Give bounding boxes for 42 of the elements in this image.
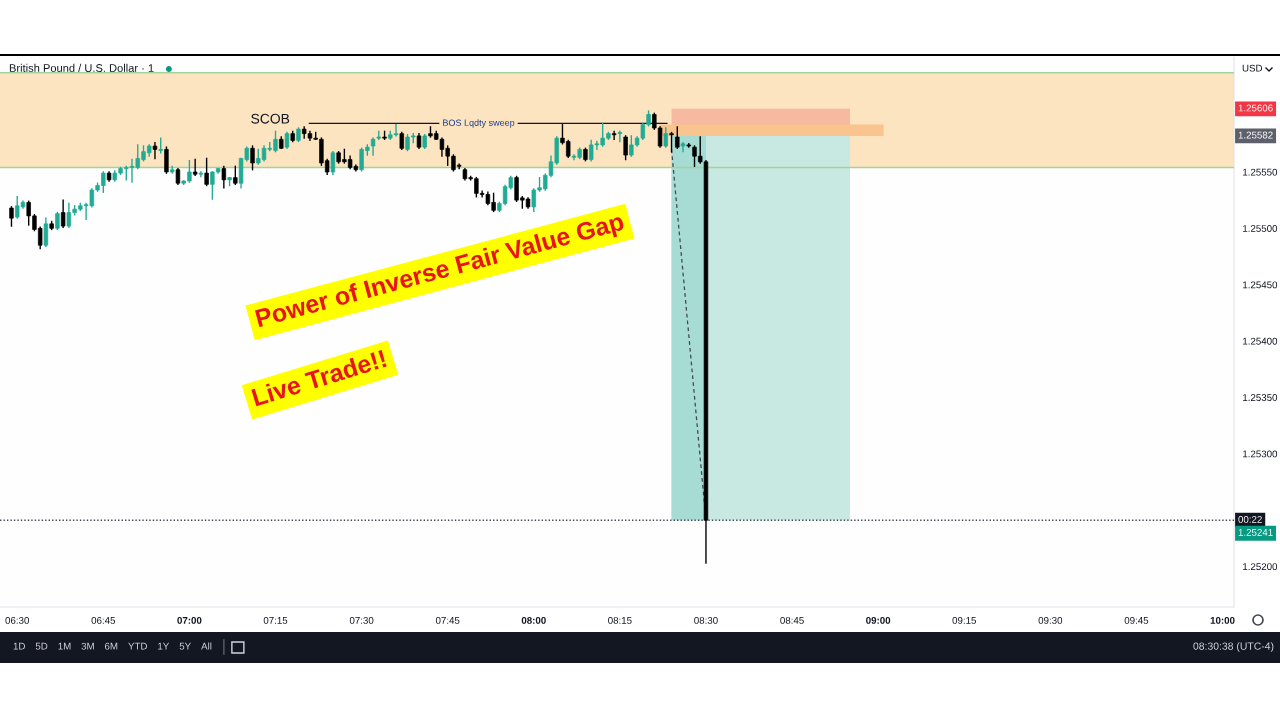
annotation: BOS Lqdty sweep [443,119,515,128]
x-tick-label: 07:00 [177,616,202,624]
annotation: Live Trade!! [251,349,387,407]
annotation: Power of Inverse Fair Value Gap [254,211,626,333]
x-tick-label: 08:15 [608,616,632,624]
text: 5Y [179,642,191,650]
x-tick-label: 09:45 [1124,616,1149,624]
y-tick-label: 1.25550 [1243,168,1278,176]
annotation: 1.25582 [1238,131,1273,139]
y-tick-label: 1.25200 [1243,563,1278,571]
y-tick-label: 1.25450 [1243,281,1278,289]
text: All [201,642,212,650]
text: 1D [13,642,25,650]
text: USD [1242,64,1263,72]
x-tick-label: 06:30 [5,616,29,624]
y-tick-label: 1.25500 [1243,225,1278,232]
text: 1Y [158,642,170,650]
annotation: 1.25606 [1238,104,1273,112]
x-tick-label: 06:45 [91,616,116,624]
x-tick-label: 08:30 [694,616,718,624]
chart-title: British Pound / U.S. Dollar · 1 [9,63,154,72]
y-tick-label: 1.25400 [1243,337,1278,345]
y-tick-label: 1.25300 [1243,450,1278,458]
text: 6M [104,642,118,650]
x-tick-label: 08:00 [521,616,546,624]
x-tick-label: 10:00 [1210,616,1235,624]
x-tick-label: 09:30 [1038,616,1063,624]
text: 5D [35,642,48,650]
x-tick-label: 07:45 [435,616,460,624]
text: 1M [58,642,71,650]
annotation: SCOB [251,113,290,124]
x-tick-label: 08:45 [780,616,804,624]
y-tick-label: 1.25350 [1243,394,1278,401]
annotation: 00:22 [1238,515,1262,523]
text: 1.25241 [1238,528,1273,536]
text: YTD [128,642,147,650]
x-tick-label: 07:30 [349,616,374,624]
x-tick-label: 07:15 [263,616,288,624]
text: 08:30:38 (UTC-4) [1193,642,1274,652]
x-tick-label: 09:15 [952,616,977,624]
x-tick-label: 09:00 [866,616,891,624]
text: 3M [81,642,94,650]
